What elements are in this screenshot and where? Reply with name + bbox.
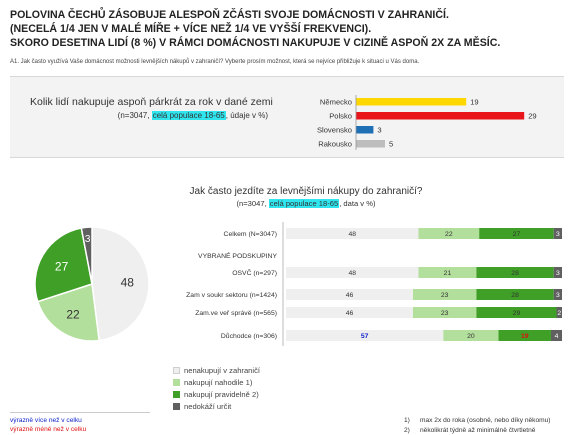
title-line-1: POLOVINA ČECHŮ ZÁSOBUJE ALESPOŇ ZČÁSTI S…: [10, 9, 449, 21]
legend-item: nakupují nahodile 1): [173, 376, 260, 388]
segment-value: 28: [511, 292, 519, 299]
segment-value: 28: [511, 270, 519, 277]
row-label: Zam v soukr sektoru (n=1424): [186, 292, 277, 299]
country-bar-chart: Německo 19 Polsko 29 Slovensko 3 Rakousko 5: [317, 95, 537, 150]
legend-item: nedokáží určit: [173, 400, 260, 412]
segment-value: 3: [556, 292, 560, 299]
country-label: Polsko: [329, 112, 352, 121]
legend-swatch: [173, 402, 180, 410]
population-highlight-2: celá populace 18-65: [268, 199, 340, 208]
stacked-bar-chart: Celkem (N=3047) 48 22 27 3 VYBRANÉ PODSKUPINY…: [186, 222, 562, 346]
stacked-segment: [418, 267, 477, 278]
row-label: OSVČ (n=297): [232, 268, 277, 277]
country-label: Slovensko: [317, 126, 352, 135]
pie-label: 3: [85, 234, 91, 245]
note-less: výrazně méně než v celku: [10, 426, 87, 433]
footnote-1: 1) max 2x do roka (osobně, nebo díky něko…: [404, 417, 551, 424]
segment-value: 48: [348, 270, 356, 277]
segment-value: 46: [346, 310, 354, 317]
segment-value: 20: [467, 333, 475, 340]
population-highlight: celá populace 18-65: [151, 111, 226, 120]
title-line-3: SKORO DESETINA LIDÍ (8 %) V RÁMCI DOMÁCN…: [10, 37, 501, 49]
segment-value: 48: [348, 231, 356, 238]
country-bar: [356, 126, 374, 134]
pie-slice: [36, 283, 100, 342]
row-label: Celkem (N=3047): [224, 231, 277, 238]
country-bar: [356, 98, 467, 106]
legend: nenakupují v zahraničí nakupují nahodile …: [173, 364, 260, 412]
legend-label: nedokáží určit: [184, 401, 232, 411]
row-label: Důchodce (n=306): [221, 332, 277, 340]
top-subheading: (n=3047, celá populace 18-65, údaje v %): [117, 111, 268, 120]
stacked-segment: [286, 307, 413, 318]
legend-swatch: [173, 390, 180, 398]
stacked-segment: [418, 228, 480, 239]
legend-swatch: [173, 366, 180, 374]
segment-value: 22: [445, 231, 453, 238]
stacked-segment: [476, 307, 557, 318]
pie-slice: [34, 227, 93, 303]
segment-value: 4: [555, 333, 559, 340]
segment-value: 23: [441, 310, 449, 317]
pie-chart: 48 22 27 3: [34, 226, 150, 342]
stacked-segment: [443, 330, 499, 341]
stacked-segment: [412, 289, 477, 300]
row-label: VYBRANÉ PODSKUPINY: [198, 251, 277, 260]
country-value: 29: [528, 112, 536, 121]
segment-value: 3: [556, 231, 560, 238]
legend-label: nakupují pravidelně 2): [184, 389, 259, 399]
country-value: 5: [389, 140, 393, 149]
legend-label: nenakupují v zahraničí: [184, 365, 260, 375]
country-bar: [356, 140, 385, 148]
segment-value: 23: [441, 292, 449, 299]
stacked-segment: [556, 307, 562, 318]
segment-value: 2: [557, 310, 561, 317]
country-value: 19: [470, 98, 478, 107]
stacked-segment: [286, 228, 419, 239]
country-label: Německo: [320, 98, 352, 107]
segment-value: 21: [444, 270, 452, 277]
stacked-segment: [553, 267, 562, 278]
pie-label: 22: [66, 307, 80, 321]
segment-value: 57: [361, 333, 369, 340]
pie-label: 48: [121, 275, 135, 289]
country-bar: [356, 112, 525, 120]
segment-value: 27: [513, 231, 521, 238]
note-more: výrazně více než v celku: [10, 417, 82, 424]
legend-label: nakupují nahodile 1): [184, 377, 253, 387]
row-label: Zam.ve veř správě (n=565): [195, 310, 277, 317]
stacked-segment: [498, 330, 551, 341]
stacked-segment: [553, 289, 562, 300]
stacked-segment: [553, 228, 562, 239]
pie-slice: [91, 226, 150, 342]
bottom-heading: Jak často jezdíte za levnějšími nákupy d…: [189, 186, 423, 197]
stacked-segment: [286, 289, 413, 300]
legend-swatch: [173, 378, 180, 386]
notes-divider: [10, 412, 150, 413]
stacked-segment: [550, 330, 562, 341]
footnote-2: 2) několikrát týdně až minimálně čtvrtlet…: [404, 427, 536, 434]
pie-label: 27: [55, 260, 69, 274]
stacked-segment: [479, 228, 554, 239]
stacked-segment: [476, 267, 554, 278]
segment-value: 46: [346, 292, 354, 299]
question-text: A1. Jak často využívá Vaše domácnost mož…: [10, 59, 420, 65]
segment-value: 19: [521, 333, 529, 340]
legend-item: nenakupují v zahraničí: [173, 364, 260, 376]
slide-title: POLOVINA ČECHŮ ZÁSOBUJE ALESPOŇ ZČÁSTI S…: [10, 8, 564, 50]
segment-value: 3: [556, 270, 560, 277]
stacked-segment: [286, 330, 444, 341]
segment-value: 29: [513, 310, 521, 317]
top-heading: Kolik lidí nakupuje aspoň párkrát za rok…: [30, 96, 273, 108]
pie-slice: [80, 226, 93, 285]
stacked-segment: [286, 267, 419, 278]
country-value: 3: [377, 126, 381, 135]
stacked-segment: [412, 307, 477, 318]
bottom-subheading: (n=3047, celá populace 18-65, data v %): [236, 199, 376, 208]
country-label: Rakousko: [318, 140, 352, 149]
stacked-segment: [476, 289, 554, 300]
legend-item: nakupují pravidelně 2): [173, 388, 260, 400]
title-line-2: (NECELÁ 1/4 JEN V MALÉ MÍŘE + VÍCE NEŽ 1…: [10, 23, 372, 35]
